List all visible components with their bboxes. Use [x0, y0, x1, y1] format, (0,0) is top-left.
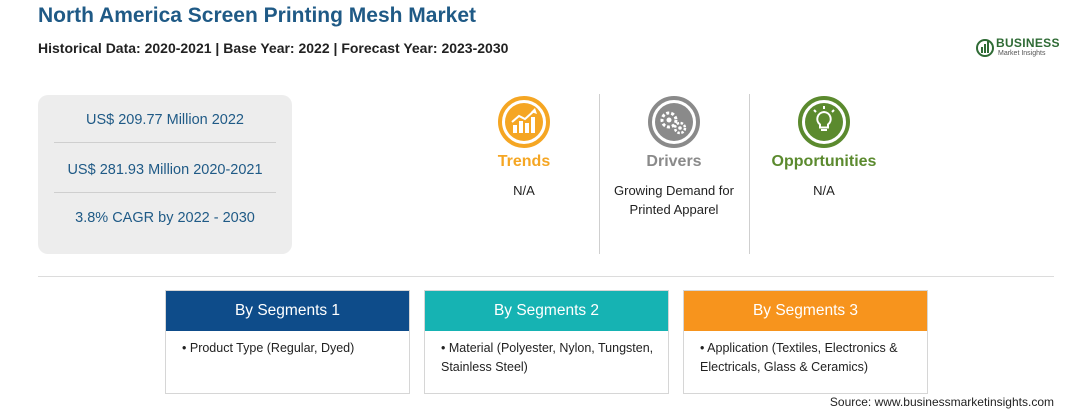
- segment-3-item: • Application (Textiles, Electronics & E…: [700, 341, 898, 374]
- source-credit: Source: www.businessmarketinsights.com: [829, 395, 1054, 409]
- brand-logo: BUSINESS Market Insights: [975, 34, 1065, 62]
- segment-2-header: By Segments 2: [425, 291, 668, 331]
- segment-3-header: By Segments 3: [684, 291, 927, 331]
- segment-1-item-text: Product Type (Regular, Dyed): [189, 341, 355, 355]
- lightbulb-icon: [798, 96, 850, 148]
- factor-drivers: Drivers Growing Demand for Printed Appar…: [599, 95, 749, 219]
- segment-2-item: • Material (Polyester, Nylon, Tungsten, …: [441, 341, 654, 374]
- section-divider: [38, 276, 1054, 277]
- gears-icon: [648, 96, 700, 148]
- page-subtitle: Historical Data: 2020-2021 | Base Year: …: [38, 40, 509, 56]
- stat-divider: [54, 142, 276, 143]
- factor-opportunities: Opportunities N/A: [749, 95, 899, 200]
- logo-name: BUSINESS: [996, 36, 1060, 50]
- segment-card-1: By Segments 1 • Product Type (Regular, D…: [165, 290, 410, 394]
- segment-2-item-text: Material (Polyester, Nylon, Tungsten, St…: [441, 341, 654, 374]
- factor-trends-title: Trends: [497, 153, 551, 170]
- factor-trends-text: N/A: [513, 183, 535, 198]
- stats-panel: US$ 209.77 Million 2022 US$ 281.93 Milli…: [38, 95, 292, 254]
- segment-3-item-text: Application (Textiles, Electronics & Ele…: [700, 341, 898, 374]
- factor-opportunities-text: N/A: [813, 183, 835, 198]
- trend-chart-icon: [498, 96, 550, 148]
- divider: [749, 94, 750, 254]
- factor-drivers-title: Drivers: [646, 153, 702, 170]
- divider: [599, 94, 600, 254]
- logo-tagline: Market Insights: [998, 50, 1046, 57]
- stat-market-size-historical: US$ 281.93 Million 2020-2021: [67, 162, 263, 178]
- stat-cagr: 3.8% CAGR by 2022 - 2030: [75, 210, 255, 226]
- segment-1-item: • Product Type (Regular, Dyed): [182, 341, 355, 355]
- segment-card-3: By Segments 3 • Application (Textiles, E…: [683, 290, 928, 394]
- segment-1-header: By Segments 1: [166, 291, 409, 331]
- factor-opportunities-title: Opportunities: [771, 153, 877, 170]
- page-title: North America Screen Printing Mesh Marke…: [38, 4, 477, 27]
- logo-globe-icon: [976, 39, 994, 57]
- stat-divider: [54, 192, 276, 193]
- segment-card-2: By Segments 2 • Material (Polyester, Nyl…: [424, 290, 669, 394]
- factor-drivers-text: Growing Demand for Printed Apparel: [614, 183, 734, 217]
- stat-market-size-2022: US$ 209.77 Million 2022: [86, 112, 244, 128]
- factor-trends: Trends N/A: [449, 95, 599, 200]
